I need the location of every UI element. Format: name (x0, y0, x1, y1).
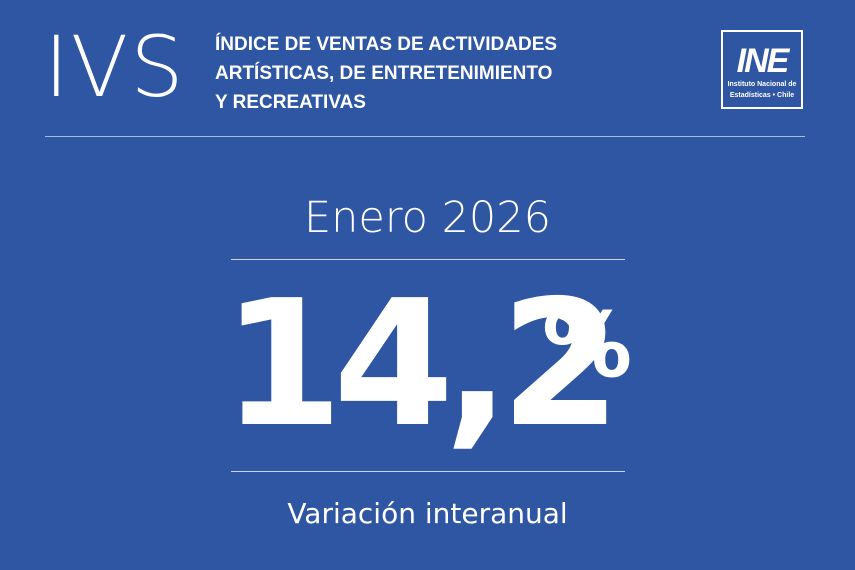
index-title-line: Y RECREATIVAS (215, 92, 366, 113)
value-bottom-divider (231, 471, 625, 472)
ine-logo-mark: INE (736, 42, 790, 80)
index-acronym: IVS (44, 18, 186, 116)
ine-logo-subtitle-line: Estadísticas • Chile (729, 92, 795, 99)
index-title-line: ARTÍSTICAS, DE ENTRETENIMIENTO (215, 63, 553, 84)
index-title: ÍNDICE DE VENTAS DE ACTIVIDADES ARTÍSTIC… (215, 30, 635, 117)
period-label: Enero 2026 (303, 193, 552, 243)
headline-unit: % (542, 293, 633, 398)
headline-number: 14,2 (222, 263, 621, 466)
header-divider (45, 136, 805, 137)
value-caption: Variación interanual (287, 497, 568, 530)
headline-value: 14,2 % (222, 275, 642, 455)
index-title-line: ÍNDICE DE VENTAS DE ACTIVIDADES (215, 34, 558, 55)
ine-logo: INE Instituto Nacional de Estadísticas •… (721, 30, 803, 109)
ine-logo-subtitle-line: Instituto Nacional de (727, 81, 797, 88)
value-top-divider (231, 259, 625, 260)
